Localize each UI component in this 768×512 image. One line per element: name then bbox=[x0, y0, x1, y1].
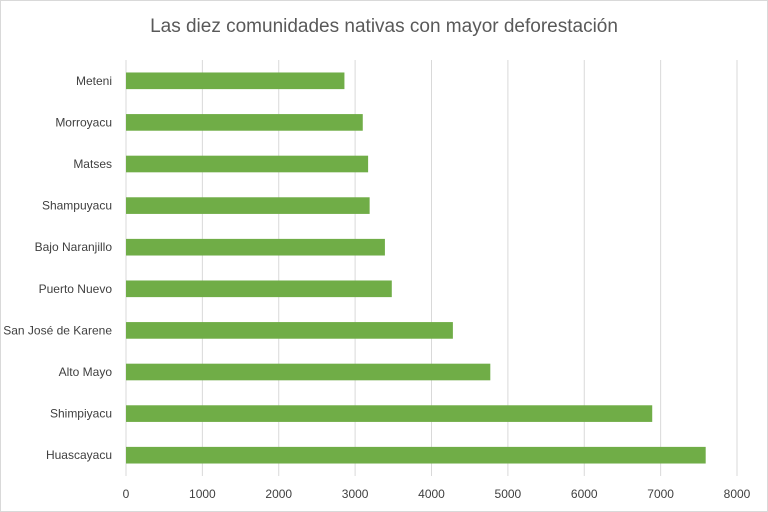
category-label: San José de Karene bbox=[3, 323, 112, 337]
x-tick-label: 2000 bbox=[265, 487, 292, 501]
bar bbox=[126, 72, 345, 90]
x-tick-label: 8000 bbox=[724, 487, 751, 501]
bar bbox=[126, 197, 370, 214]
x-tick-label: 6000 bbox=[571, 487, 598, 501]
bar bbox=[126, 363, 491, 381]
category-label: Shampuyacu bbox=[42, 199, 112, 213]
x-tick-label: 1000 bbox=[189, 487, 216, 501]
category-label: Huascayacu bbox=[46, 448, 112, 462]
x-tick-label: 5000 bbox=[495, 487, 522, 501]
category-label: Meteni bbox=[76, 74, 112, 88]
category-label: Morroyacu bbox=[55, 115, 112, 129]
x-tick-label: 4000 bbox=[418, 487, 445, 501]
bar bbox=[126, 322, 453, 339]
category-label: Shimpiyacu bbox=[50, 407, 112, 421]
category-label: Puerto Nuevo bbox=[39, 282, 113, 296]
x-tick-label: 3000 bbox=[342, 487, 369, 501]
category-label: Alto Mayo bbox=[59, 365, 113, 379]
bar bbox=[126, 155, 369, 173]
category-label: Bajo Naranjillo bbox=[35, 240, 113, 254]
bar bbox=[126, 446, 706, 464]
bar bbox=[126, 114, 363, 131]
bar bbox=[126, 280, 392, 298]
bar bbox=[126, 238, 385, 256]
category-label: Matses bbox=[73, 157, 112, 171]
x-tick-label: 7000 bbox=[647, 487, 674, 501]
bar bbox=[126, 405, 653, 422]
x-tick-label: 0 bbox=[123, 487, 130, 501]
chart-title: Las diez comunidades nativas con mayor d… bbox=[150, 16, 618, 37]
